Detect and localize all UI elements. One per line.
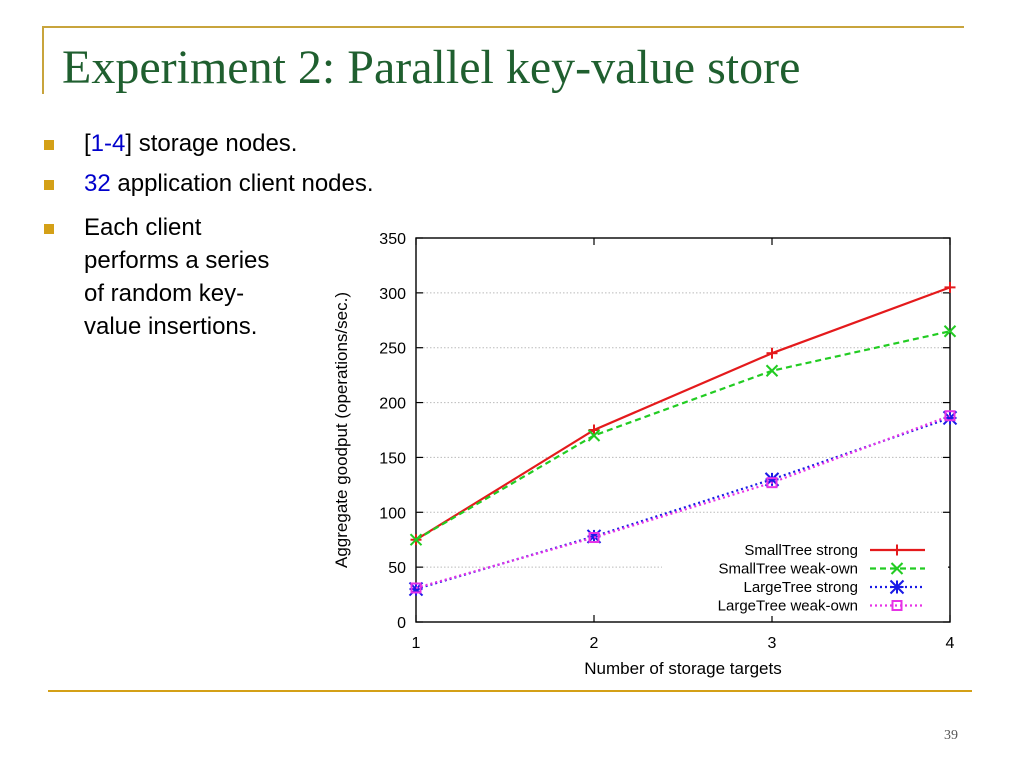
bullet-marker — [44, 224, 54, 234]
legend-label: SmallTree strong — [744, 542, 858, 559]
data-point-marker-stroke — [943, 325, 957, 338]
legend-label: LargeTree strong — [743, 579, 858, 596]
bullet-line: of random key- — [84, 280, 245, 307]
series-line — [415, 286, 951, 541]
data-point-marker — [943, 325, 957, 338]
bullet-line: value insertions. — [84, 313, 258, 340]
data-point-marker-stroke — [765, 364, 779, 377]
top-border-line — [42, 26, 964, 28]
storage-range-highlight: 1-4 — [90, 130, 126, 157]
legend-swatch-marker — [891, 544, 903, 556]
plot-frame — [415, 237, 951, 623]
bullet-line: performs a series — [84, 247, 270, 274]
legend-label: LargeTree weak-own — [718, 598, 858, 615]
data-point-marker — [588, 532, 600, 544]
y-tick-label: 350 — [379, 231, 406, 248]
legend-swatch-marker-stroke — [889, 579, 905, 595]
y-axis-label: Aggregate goodput (operations/sec.) — [332, 292, 351, 568]
y-tick-label: 150 — [379, 450, 406, 467]
goodput-line-chart: 0 50 100 150 200 250 300 350 1 2 3 4 Number of stora… — [332, 231, 958, 678]
data-point-marker — [765, 364, 779, 377]
bullet-suffix: application client nodes. — [110, 170, 374, 197]
x-tick-label: 4 — [946, 635, 955, 652]
bullet-storage-nodes: [1-4] storage nodes. — [84, 127, 297, 160]
y-tick-label: 50 — [388, 560, 406, 577]
data-point-marker-stroke — [588, 532, 600, 544]
bullet-marker — [44, 180, 54, 190]
data-point-marker — [588, 424, 600, 436]
data-point-marker-stroke — [766, 477, 778, 489]
data-point-marker — [944, 281, 956, 293]
data-point-marker — [766, 477, 778, 489]
y-tick-label: 200 — [379, 396, 406, 413]
bottom-border-line — [48, 690, 972, 692]
data-point-marker-stroke — [587, 429, 601, 442]
legend-swatch-marker — [889, 579, 905, 595]
data-point-marker-stroke — [409, 533, 423, 546]
legend-label: SmallTree weak-own — [719, 561, 859, 578]
x-tick-label: 1 — [412, 635, 421, 652]
bullet-suffix: ] storage nodes. — [125, 130, 298, 157]
y-tick-label: 100 — [379, 505, 406, 522]
data-point-marker-stroke — [944, 410, 956, 422]
bullet-client-nodes: 32 application client nodes. — [84, 167, 374, 200]
bullet-marker — [44, 140, 54, 150]
y-tick-label: 250 — [379, 341, 406, 358]
page-number: 39 — [944, 728, 958, 743]
y-tick-label: 0 — [397, 615, 406, 632]
y-tick-label: 300 — [379, 286, 406, 303]
legend-swatch-marker — [891, 600, 903, 611]
series-line — [415, 414, 951, 590]
client-count-highlight: 32 — [84, 170, 111, 197]
data-point-marker — [766, 347, 778, 359]
bullet-prefix: [ — [84, 130, 91, 157]
legend-swatch-marker-stroke — [890, 562, 904, 575]
left-border-line — [42, 26, 44, 94]
data-point-marker — [944, 410, 956, 422]
data-point-marker — [587, 429, 601, 442]
x-tick-label: 3 — [768, 635, 777, 652]
series-line — [415, 330, 951, 541]
data-point-marker — [410, 582, 422, 594]
bullet-client-description: Each client performs a series of random … — [84, 211, 269, 343]
x-tick-label: 2 — [590, 635, 599, 652]
bullet-line: Each client — [84, 214, 202, 241]
slide-title: Experiment 2: Parallel key-value store — [62, 41, 801, 94]
legend-swatch-marker-stroke — [891, 600, 903, 611]
data-point-marker — [409, 533, 423, 546]
legend-swatch-marker — [890, 562, 904, 575]
data-point-marker-stroke — [410, 582, 422, 594]
x-axis-label: Number of storage targets — [584, 659, 781, 678]
